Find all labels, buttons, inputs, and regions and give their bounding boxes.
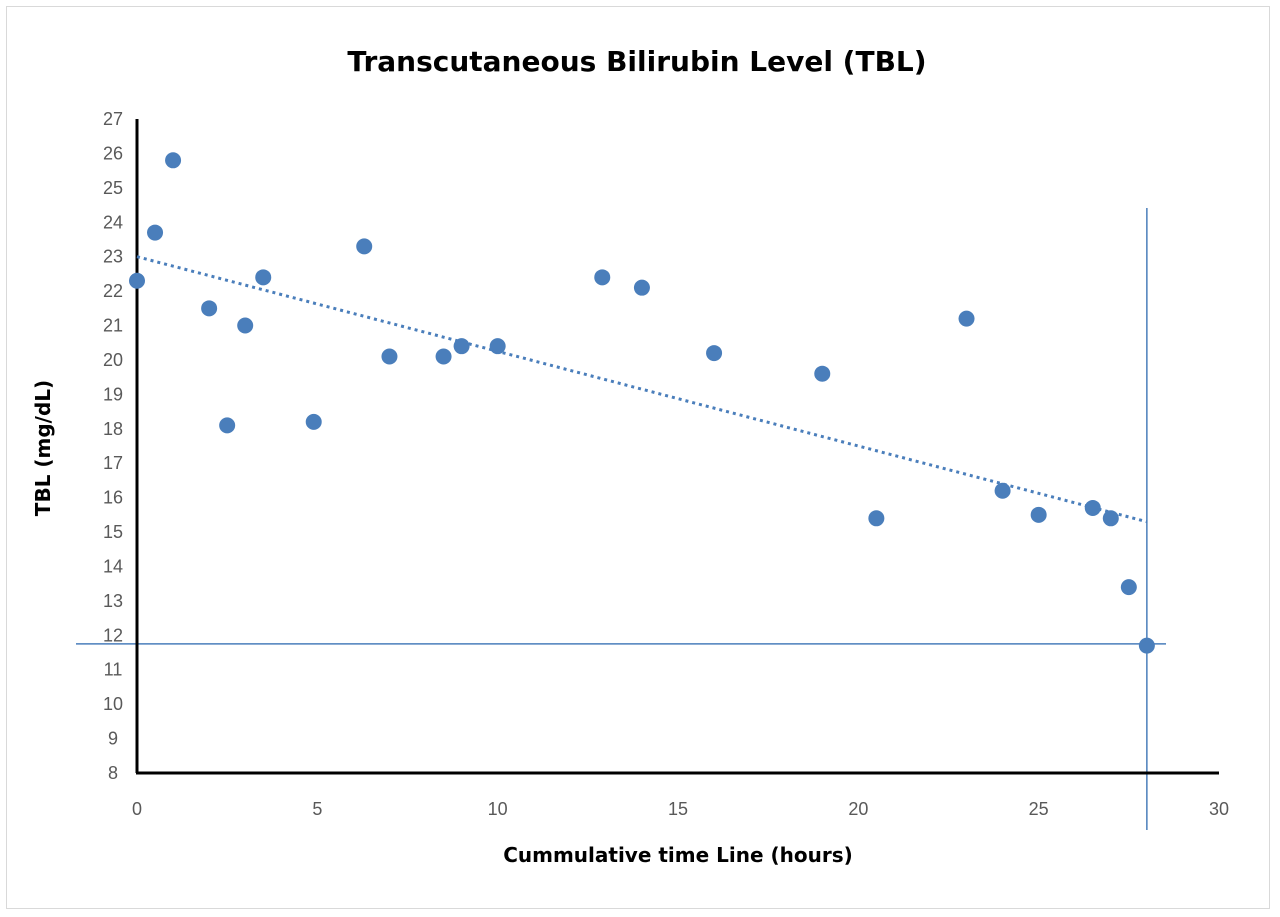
- y-tick-label: 21: [103, 316, 123, 336]
- y-tick-label: 22: [103, 281, 123, 301]
- x-tick-label: 30: [1209, 799, 1229, 819]
- data-point: [435, 348, 452, 365]
- y-tick-label: 9: [108, 729, 118, 749]
- data-point: [165, 152, 182, 169]
- y-tick-label: 14: [103, 556, 123, 576]
- data-point: [958, 310, 975, 327]
- data-point: [1138, 637, 1155, 654]
- y-tick-label: 17: [103, 453, 123, 473]
- y-tick-label: 18: [103, 419, 123, 439]
- data-point: [706, 345, 723, 362]
- y-axis-ticks: 8 9 10 11 12 13 14 15 16 17 18 19 20 21 22 23 24 25 26 27: [103, 109, 123, 783]
- y-tick-label: 20: [103, 350, 123, 370]
- data-point: [381, 348, 398, 365]
- y-tick-label: 19: [103, 384, 123, 404]
- data-point: [255, 269, 272, 286]
- x-tick-label: 15: [668, 799, 688, 819]
- y-tick-label: 16: [103, 488, 123, 508]
- data-point: [356, 238, 373, 255]
- chart-title: Transcutaneous Bilirubin Level (TBL): [347, 45, 926, 78]
- data-point: [305, 413, 322, 430]
- y-tick-label: 24: [103, 212, 123, 232]
- data-point: [147, 224, 164, 241]
- data-point: [1084, 499, 1101, 516]
- y-axis-title: TBL (mg/dL): [31, 380, 55, 516]
- x-tick-label: 25: [1029, 799, 1049, 819]
- y-tick-label: 26: [103, 143, 123, 163]
- data-point: [633, 279, 650, 296]
- y-tick-label: 10: [103, 694, 123, 714]
- chart-frame: [6, 6, 1270, 909]
- data-point: [129, 272, 145, 289]
- y-tick-label: 11: [104, 660, 123, 680]
- y-tick-label: 25: [103, 178, 123, 198]
- data-point: [1030, 506, 1047, 523]
- x-axis-title: Cummulative time Line (hours): [503, 843, 853, 867]
- data-point: [453, 338, 470, 355]
- data-point: [868, 510, 885, 527]
- data-point: [489, 338, 506, 355]
- y-tick-label: 27: [103, 109, 123, 129]
- y-tick-label: 8: [108, 763, 118, 783]
- data-point: [237, 317, 254, 334]
- x-tick-label: 5: [312, 799, 322, 819]
- data-point: [594, 269, 611, 286]
- reference-lines: [76, 208, 1166, 830]
- data-points: [129, 152, 1155, 654]
- y-tick-label: 13: [103, 591, 123, 611]
- data-point: [814, 365, 831, 382]
- data-point: [1102, 510, 1119, 527]
- x-axis-ticks: 0 5 10 15 20 25 30: [132, 799, 1229, 819]
- y-tick-label: 12: [103, 625, 123, 645]
- trendline: [136, 255, 1148, 524]
- y-tick-label: 15: [103, 522, 123, 542]
- data-point: [1120, 579, 1137, 596]
- data-point: [994, 482, 1011, 499]
- y-tick-label: 23: [103, 247, 123, 267]
- data-point: [219, 417, 236, 434]
- data-point: [201, 300, 218, 317]
- x-tick-label: 20: [848, 799, 868, 819]
- x-tick-label: 10: [488, 799, 508, 819]
- x-tick-label: 0: [132, 799, 142, 819]
